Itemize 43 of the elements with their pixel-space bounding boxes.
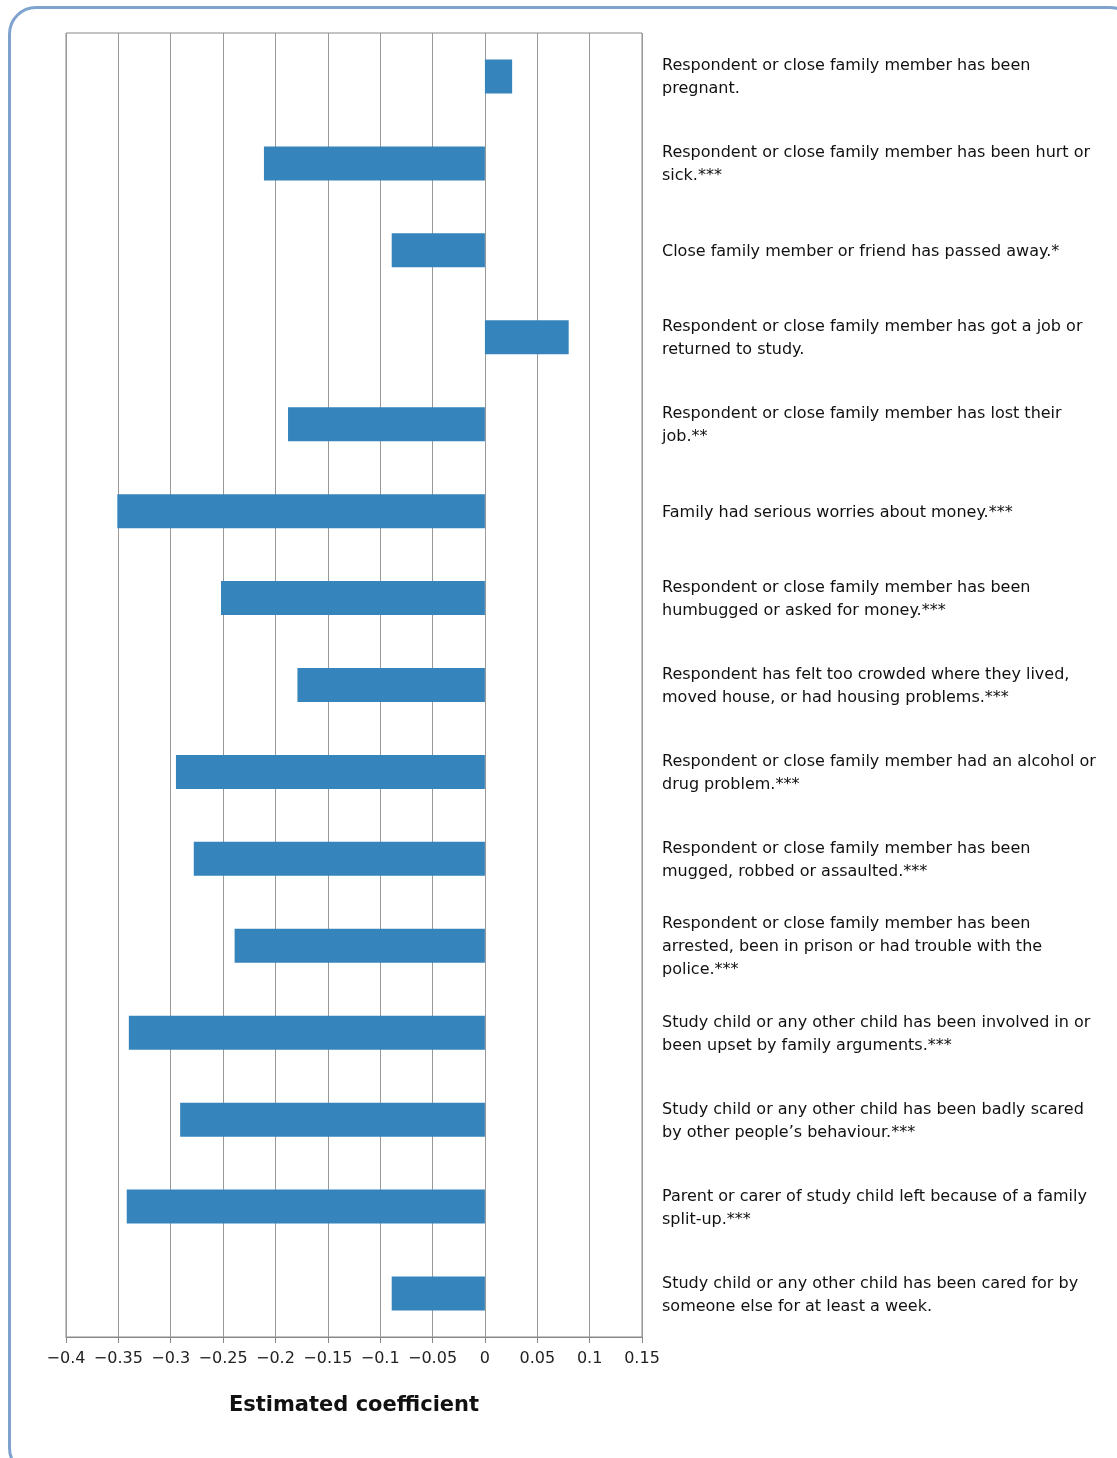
- bar: [175, 754, 485, 789]
- y-tick-label: Respondent or close family member has been hurt or sick.***: [662, 142, 1096, 185]
- y-tick-label: Respondent or close family member has been arrested, been in prison or had trouble with the police.***: [662, 913, 1048, 979]
- x-tick-label: −0.4: [46, 1347, 86, 1367]
- y-tick-label: Respondent or close family member had an alcohol or drug problem.***: [662, 750, 1102, 793]
- y-tick-label: Close family member or friend has passed away.*: [662, 240, 1060, 260]
- y-tick-label: Respondent or close family member has been humbugged or asked for money.***: [662, 577, 1036, 620]
- x-tick-label: 0.15: [624, 1347, 660, 1367]
- y-tick-label: Study child or any other child has been badly scared by other people’s behaviour.***: [662, 1098, 1089, 1141]
- bar: [297, 668, 485, 702]
- x-tick-label: −0.05: [408, 1347, 458, 1367]
- y-tick-label: Study child or any other child has been cared for by someone else for at least a week.: [662, 1272, 1084, 1315]
- x-tick-label: −0.15: [303, 1347, 353, 1367]
- bar: [193, 841, 485, 876]
- x-tick-label: 0.05: [519, 1347, 556, 1367]
- y-tick-label: Study child or any other child has been involved in or been upset by family arguments.***: [662, 1011, 1096, 1054]
- bar: [117, 494, 485, 529]
- x-axis-title: Estimated coefficient: [228, 1391, 480, 1416]
- y-tick-label: Respondent or close family member has lost their job.**: [661, 403, 1067, 446]
- bar: [221, 581, 485, 616]
- bar: [126, 1189, 485, 1224]
- x-tick-label: −0.1: [360, 1347, 400, 1367]
- x-tick-label: 0.1: [576, 1347, 603, 1367]
- y-tick-label: Respondent or close family member has been pregnant.: [662, 55, 1036, 98]
- y-tick-label: Parent or carer of study child left because of a family split-up.***: [662, 1185, 1093, 1228]
- x-tick-label: −0.25: [198, 1347, 248, 1367]
- x-tick-label: −0.35: [93, 1347, 143, 1367]
- bar: [391, 1276, 485, 1311]
- bar: [128, 1015, 485, 1050]
- bar: [484, 320, 569, 355]
- bar: [180, 1102, 485, 1137]
- x-tick-label: −0.3: [151, 1347, 191, 1367]
- y-tick-label: Respondent has felt too crowded where they lived, moved house, or had housing problems.***: [662, 664, 1075, 706]
- x-tick-label: −0.2: [256, 1347, 295, 1367]
- bar: [234, 928, 485, 963]
- bar: [288, 407, 485, 442]
- y-tick-label: Respondent or close family member has got a job or returned to study.: [662, 316, 1088, 359]
- bar: [484, 59, 513, 94]
- x-tick-label: 0: [479, 1347, 490, 1367]
- y-tick-label: Respondent or close family member has been mugged, robbed or assaulted.***: [662, 837, 1036, 880]
- y-tick-label: Family had serious worries about money.***: [662, 501, 1013, 521]
- bar: [391, 233, 485, 268]
- bar: [263, 146, 485, 181]
